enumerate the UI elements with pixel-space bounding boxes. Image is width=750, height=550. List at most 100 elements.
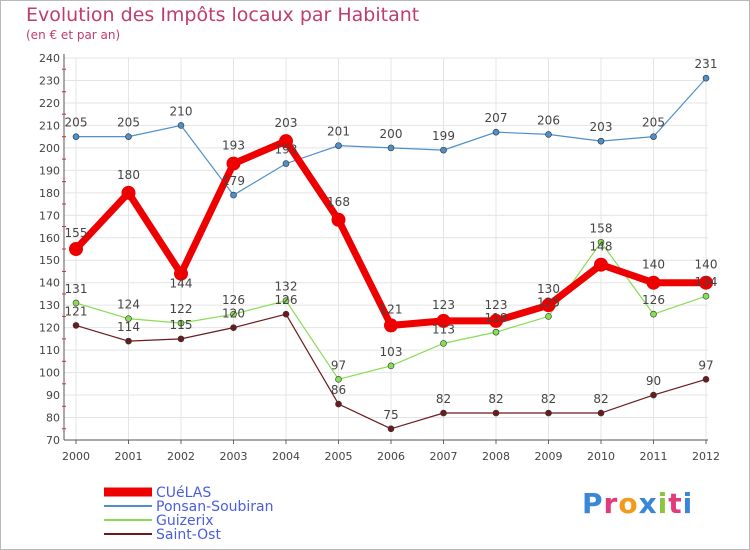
point-2-2006 (387, 362, 395, 370)
y-tick-label-230: 230 (39, 74, 60, 87)
point-2-2003 (230, 310, 237, 318)
point-2-2011 (650, 310, 657, 318)
logo-letter-o: o (618, 487, 639, 520)
point-0-2002 (174, 266, 188, 281)
chart-title: Evolution des Impôts locaux par Habitant (26, 4, 420, 26)
logo-letter-r: r (603, 487, 619, 520)
point-0-2001 (121, 185, 136, 200)
point-1-2005 (335, 142, 342, 149)
data-label-3-2004: 126 (275, 293, 298, 307)
data-label-3-2001: 114 (117, 320, 140, 334)
data-label-2-2003: 126 (222, 293, 245, 307)
point-1-2003 (230, 191, 237, 199)
x-tick-label-2007: 2007 (430, 450, 458, 463)
data-label-3-2000: 121 (65, 304, 88, 318)
data-label-layer: 205 205 210 179 193 201 200 199 207 206 203 205 231 1… (65, 57, 718, 422)
data-label-0-2002: 144 (170, 277, 193, 291)
point-2-2008 (492, 328, 500, 336)
data-label-1-2007: 199 (432, 129, 455, 143)
data-label-0-2012: 140 (695, 258, 718, 272)
x-tick-label-2000: 2000 (62, 450, 90, 463)
point-3-2011 (650, 391, 657, 399)
data-label-3-2011: 90 (646, 374, 661, 388)
point-1-2004 (282, 160, 290, 167)
data-label-2-2011: 126 (642, 293, 665, 307)
x-tick-label-2004: 2004 (272, 450, 300, 463)
point-3-2000 (72, 322, 80, 329)
point-2-2005 (335, 376, 342, 383)
point-2-2000 (72, 299, 80, 307)
point-1-2012 (702, 74, 710, 82)
logo-letter-x: x (638, 487, 658, 520)
point-2-2010 (597, 238, 605, 246)
series-layer (69, 74, 713, 433)
logo-letter-i: i (657, 487, 669, 520)
axis-layer: 7080901001101201301401501601701801902002… (39, 52, 720, 463)
point-3-2005 (335, 400, 342, 408)
point-1-2000 (72, 133, 80, 140)
data-label-1-2005: 201 (327, 125, 350, 139)
point-2-2012 (702, 292, 710, 300)
y-tick-label-130: 130 (39, 299, 60, 312)
data-label-1-2000: 205 (65, 116, 88, 130)
logo-letter-p: P (582, 487, 604, 520)
data-label-2-2012: 134 (695, 275, 718, 289)
y-tick-label-190: 190 (39, 164, 60, 177)
data-label-3-2005: 86 (331, 383, 346, 397)
data-label-3-2010: 82 (593, 392, 608, 406)
data-label-1-2009: 206 (537, 113, 560, 127)
y-tick-label-200: 200 (39, 142, 60, 155)
y-tick-label-110: 110 (39, 344, 60, 357)
point-2-2004 (282, 297, 290, 304)
point-1-2001 (125, 133, 132, 140)
point-3-2012 (702, 376, 710, 383)
point-2-2002 (177, 319, 185, 327)
data-label-2-2004: 132 (275, 280, 298, 294)
chart-subtitle: (en € et par an) (26, 28, 121, 42)
data-label-3-2006: 75 (383, 408, 398, 422)
point-0-2009 (541, 298, 556, 313)
data-label-0-2006: 121 (380, 302, 403, 316)
data-label-2-2001: 124 (117, 298, 140, 312)
data-label-0-2011: 140 (642, 258, 665, 272)
data-label-1-2004: 193 (275, 143, 298, 157)
point-1-2007 (440, 146, 447, 154)
point-1-2008 (492, 128, 500, 136)
data-label-0-2010: 148 (590, 240, 613, 254)
legend-label-2: Guizerix (156, 513, 214, 529)
logo-letter-i2: i (682, 487, 694, 520)
point-1-2009 (545, 131, 552, 138)
y-tick-label-220: 220 (39, 97, 60, 110)
point-2-2007 (440, 340, 447, 347)
point-0-2010 (594, 257, 608, 272)
point-3-2010 (597, 409, 605, 417)
y-tick-label-150: 150 (39, 254, 60, 267)
data-label-1-2008: 207 (485, 111, 508, 125)
logo-letter-t: t (668, 487, 683, 520)
point-0-2000 (69, 242, 83, 256)
x-tick-label-2011: 2011 (640, 450, 668, 463)
data-label-0-2005: 168 (327, 195, 350, 209)
point-1-2002 (177, 122, 185, 129)
data-label-1-2010: 203 (590, 120, 613, 134)
data-label-1-2002: 210 (170, 104, 193, 118)
data-label-2-2007: 113 (432, 322, 455, 336)
x-tick-label-2006: 2006 (377, 450, 405, 463)
y-tick-label-180: 180 (39, 187, 60, 200)
data-label-1-2011: 205 (642, 116, 665, 130)
point-0-2005 (331, 212, 346, 227)
data-label-2-2006: 103 (380, 345, 403, 359)
x-tick-label-2002: 2002 (167, 450, 195, 463)
x-tick-label-2009: 2009 (535, 450, 563, 463)
point-3-2002 (177, 335, 185, 343)
x-tick-label-2001: 2001 (115, 450, 143, 463)
y-tick-label-160: 160 (39, 232, 60, 245)
y-tick-label-170: 170 (39, 209, 60, 222)
proxiti-logo: Proxiti (582, 487, 693, 520)
x-tick-label-2010: 2010 (587, 450, 615, 463)
data-label-3-2012: 97 (698, 358, 713, 372)
grid-layer (64, 57, 708, 441)
point-3-2009 (545, 409, 552, 417)
y-tick-label-120: 120 (39, 322, 60, 335)
data-label-2-2002: 122 (170, 302, 193, 316)
